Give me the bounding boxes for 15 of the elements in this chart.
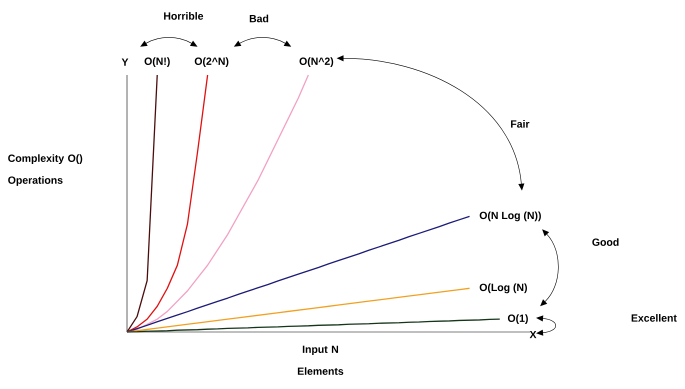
series-label: O(2^N) [194,57,228,68]
series-label: O(N!) [144,57,170,68]
text: Excellent [632,314,677,322]
text: X [530,330,536,338]
series-label: O(N^2) [300,57,334,68]
x-axis-title: Input N Elements [298,346,344,375]
series-label: O(N Log (N)) [480,211,541,222]
series-label: O(Log (N) [480,283,527,294]
text: Bad [250,14,268,22]
text: Fair [511,120,530,128]
y-axis-title: Complexity O() Operations [8,154,82,186]
text: Good [592,238,619,246]
text: Y [122,58,128,66]
text: Horrible [164,12,204,20]
series-label: O(1) [508,314,528,324]
